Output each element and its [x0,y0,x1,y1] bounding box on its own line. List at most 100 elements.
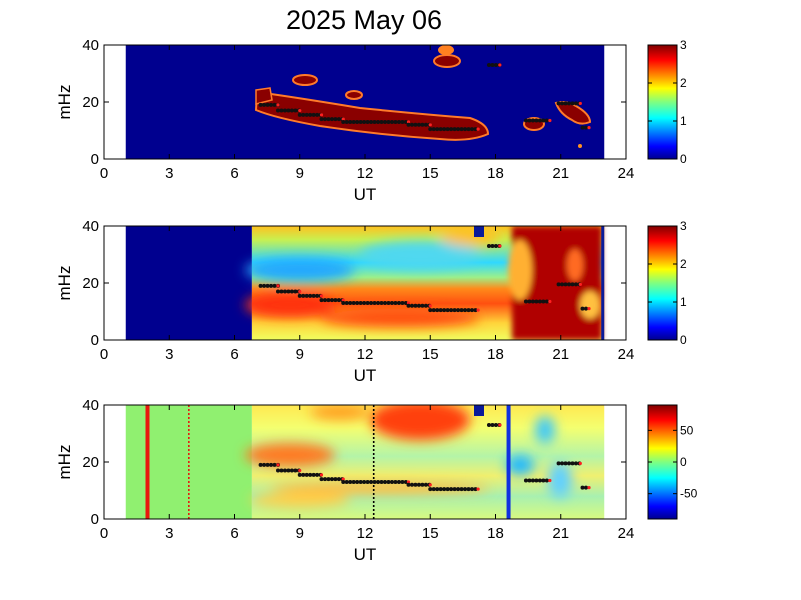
top-band-start [255,87,273,105]
ridge-point [348,119,353,124]
top-xtick-label: 9 [296,165,304,182]
ridge-point [336,477,341,482]
ridge-point [396,300,401,305]
ridge-point [449,127,454,132]
ridge-point [438,127,443,132]
ridge-point [379,119,384,124]
ridge-point [537,299,542,304]
ridge-end-point [341,298,345,302]
ridge-end-point [587,126,591,130]
ridge-point [409,482,414,487]
ridge-point [442,127,447,132]
ridge-end-point [578,101,582,106]
ridge-end-point [476,308,480,312]
ridge-point [423,303,428,308]
ridge-point [534,118,539,123]
middle-tail-edge [601,226,605,340]
colorbar-top: 0 1 2 3 [647,38,687,166]
ridge-point [556,282,561,287]
ridge-point [365,119,370,124]
ridge-point [326,477,331,482]
bottom-xtick-label: 6 [230,525,238,542]
colorbar-tick-label: -50 [680,487,698,501]
bottom-ylabel: mHz [55,445,74,480]
ridge-point [442,487,447,492]
ridge-point [265,283,270,288]
ridge-point [560,461,565,466]
ridge-point [445,308,450,313]
ridge-point [276,468,280,473]
ridge-point [329,477,334,482]
ridge-point [435,308,440,313]
ridge-point [293,468,298,473]
ridge-point [544,118,549,123]
ridge-point [308,472,313,477]
top-blob-17ut-upper [438,45,454,55]
ridge-point [473,127,478,132]
ridge-point [386,300,391,305]
ridge-point [403,479,408,484]
ridge-point [490,422,495,427]
middle-no-data-region [125,226,252,340]
ridge-point [329,117,334,122]
ridge-point [403,119,408,124]
ridge-point [326,298,331,303]
ridge-point [258,283,263,288]
ridge-point [406,303,411,308]
ridge-point [355,300,360,305]
ridge-point [463,487,468,492]
ridge-point [369,479,374,484]
ridge-point [286,289,291,294]
middle-ylabel: mHz [55,266,74,301]
top-ytick-label: 40 [82,37,99,54]
top-blob-9ut [292,74,318,86]
middle-axes: 0 3 6 9 12 15 18 21 24 0 20 40 UT mHz [55,218,634,385]
ridge-end-point [587,486,591,490]
ridge-point [297,112,302,117]
bottom-heatmap [125,405,605,519]
ridge-point [580,306,585,311]
ridge-end-point [498,423,502,427]
ridge-end-point [406,480,411,484]
middle-structures [245,226,500,327]
ridge-point [527,118,532,123]
bottom-xtick-label: 12 [357,525,374,542]
ridge-point [344,300,349,305]
ridge-point [530,478,535,483]
ridge-point [416,303,421,308]
ridge-end-point [341,117,345,121]
ridge-point [336,298,341,303]
ridge-point [527,299,532,304]
bottom-xtick-label: 24 [618,525,635,542]
colorbar-tick-label: 3 [680,219,687,233]
ridge-point [319,298,324,303]
ridge-point [372,119,377,124]
ridge-point [413,303,418,308]
ridge-end-point [276,103,280,107]
ridge-point [301,112,306,117]
ridge-point [262,102,267,107]
ridge-end-point [276,284,280,288]
ridge-point [423,122,428,127]
colorbar-tick-label: 1 [680,295,687,309]
middle-xlabel: UT [354,366,377,385]
ridge-point [435,487,440,492]
bottom-xtick-label: 9 [296,525,304,542]
ridge-point [293,289,298,294]
ridge-point [556,101,561,106]
ridge-point [383,119,388,124]
ridge-end-point [428,483,432,487]
panel-top: 0 3 6 9 12 15 18 21 24 0 20 40 UT mHz [55,37,634,204]
ridge-point [560,282,565,287]
colorbar-tick-label: 0 [680,455,687,469]
ridge-point [322,117,327,122]
ridge-point [265,102,270,107]
top-xtick-label: 18 [487,165,504,182]
ridge-end-point [406,120,411,124]
ridge-end-point [578,282,582,287]
ridge-point [386,119,391,124]
ridge-point [449,308,454,313]
middle-gap-marker [474,226,484,237]
ridge-end-point [587,307,591,311]
